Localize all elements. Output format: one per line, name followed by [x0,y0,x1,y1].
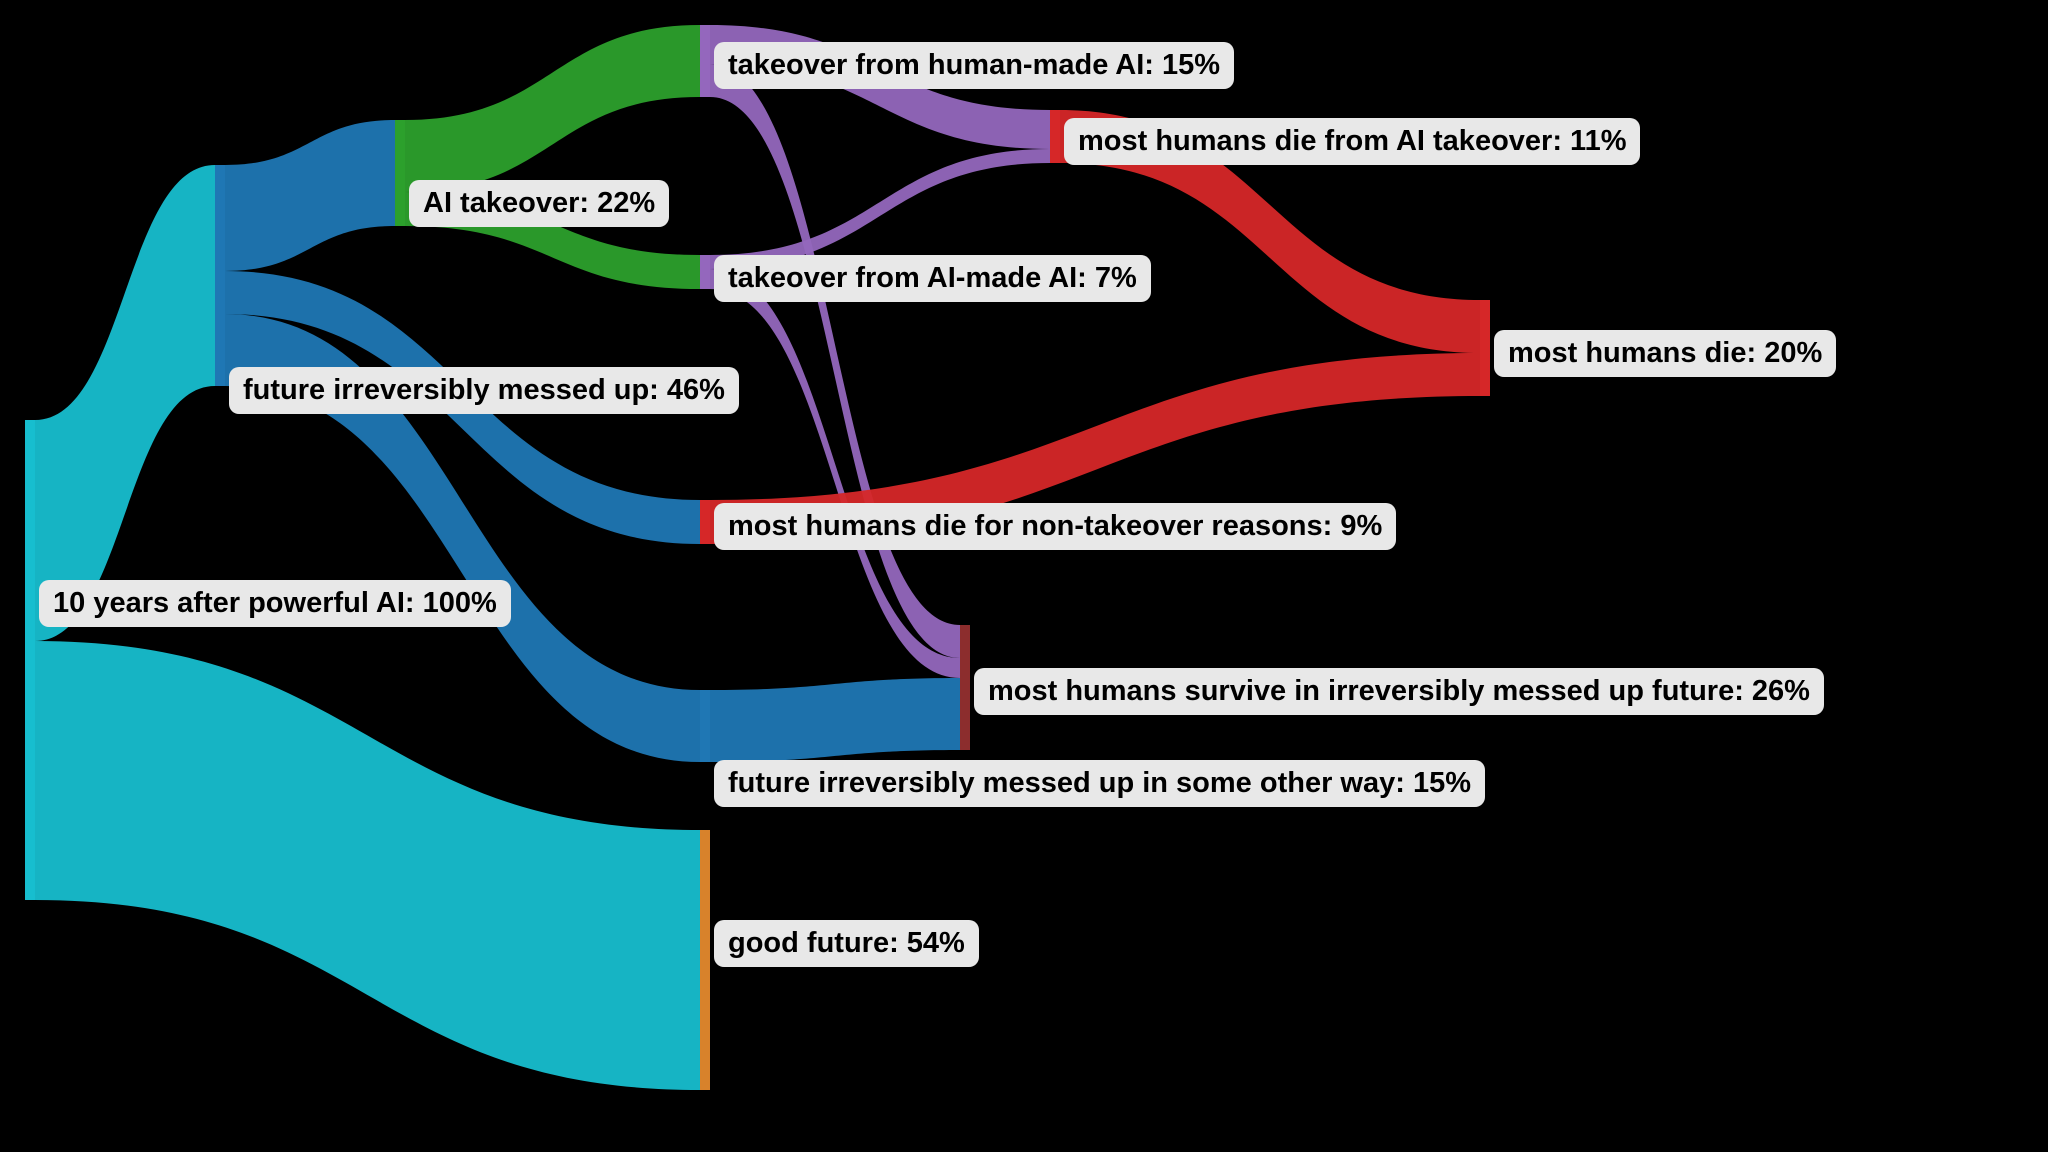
node-die_nontakeover [700,500,710,544]
label-root: 10 years after powerful AI: 100% [39,580,511,627]
label-survive_messed: most humans survive in irreversibly mess… [974,668,1824,715]
node-ai_takeover [395,120,405,226]
link-root-messed [35,165,215,641]
label-most_die: most humans die: 20% [1494,330,1836,377]
label-good: good future: 54% [714,920,979,967]
link-messed-ai_takeover [225,120,395,271]
node-most_die [1480,300,1490,396]
label-messed: future irreversibly messed up: 46% [229,367,739,414]
node-other_way [700,690,710,762]
label-die_nontakeover: most humans die for non-takeover reasons… [714,503,1396,550]
link-takeover_ai-die_takeover [710,149,1050,269]
sankey-diagram [0,0,2048,1152]
node-die_takeover [1050,110,1060,163]
label-takeover_human: takeover from human-made AI: 15% [714,42,1234,89]
label-ai_takeover: AI takeover: 22% [409,180,669,227]
node-survive_messed [960,625,970,750]
node-messed [215,165,225,386]
node-good [700,830,710,1090]
link-takeover_human-survive_messed [710,64,960,658]
label-other_way: future irreversibly messed up in some ot… [714,760,1485,807]
node-takeover_ai [700,255,710,289]
link-other_way-survive_messed [710,678,960,762]
link-ai_takeover-takeover_human [405,25,700,192]
node-root [25,420,35,900]
label-die_takeover: most humans die from AI takeover: 11% [1064,118,1640,165]
node-takeover_human [700,25,710,97]
label-takeover_ai: takeover from AI-made AI: 7% [714,255,1151,302]
